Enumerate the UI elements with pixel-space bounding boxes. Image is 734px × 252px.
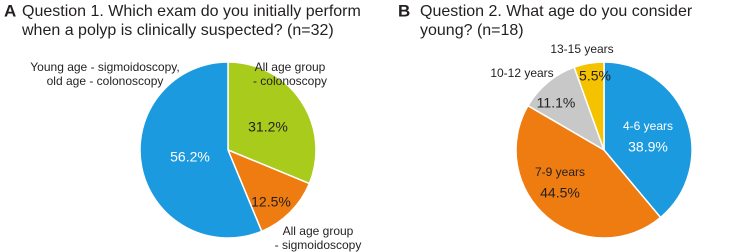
slice-label: Young age - sigmoidoscopy, <box>30 60 179 74</box>
slice-label: All age group <box>255 60 326 74</box>
value-label: 31.2% <box>248 119 288 135</box>
chart-title: Question 2. What age do you consider <box>420 3 693 20</box>
panel-label: B <box>398 1 410 20</box>
pie-slice <box>227 61 317 185</box>
panel-label: A <box>4 1 16 20</box>
slice-label: - colonoscopy <box>253 74 327 88</box>
pie-slice <box>226 148 311 233</box>
slice-label: - sigmoidoscopy <box>275 238 362 252</box>
value-label: 11.1% <box>537 95 576 111</box>
chart-title: Question 1. Which exam do you initially … <box>22 3 361 20</box>
pie-slice <box>573 61 605 151</box>
slice-label: 13-15 years <box>550 42 613 56</box>
slice-label: old age - colonoscopy <box>47 74 164 88</box>
pie-slice <box>603 61 693 219</box>
pie-slice <box>139 61 263 239</box>
slice-label: 10-12 years <box>490 66 553 80</box>
slice-label: All age group <box>283 224 354 238</box>
slice-label: 4-6 years <box>623 119 673 133</box>
value-label: 38.9% <box>628 139 668 155</box>
chart-title: young? (n=18) <box>420 22 524 39</box>
value-label: 5.5% <box>579 68 611 84</box>
value-label: 44.5% <box>540 185 580 201</box>
slice-label: 7-9 years <box>535 165 585 179</box>
pie-slice <box>515 104 662 239</box>
chart-title: when a polyp is clinically suspected? (n… <box>21 22 334 39</box>
value-label: 56.2% <box>170 149 210 165</box>
value-label: 12.5% <box>251 194 291 210</box>
